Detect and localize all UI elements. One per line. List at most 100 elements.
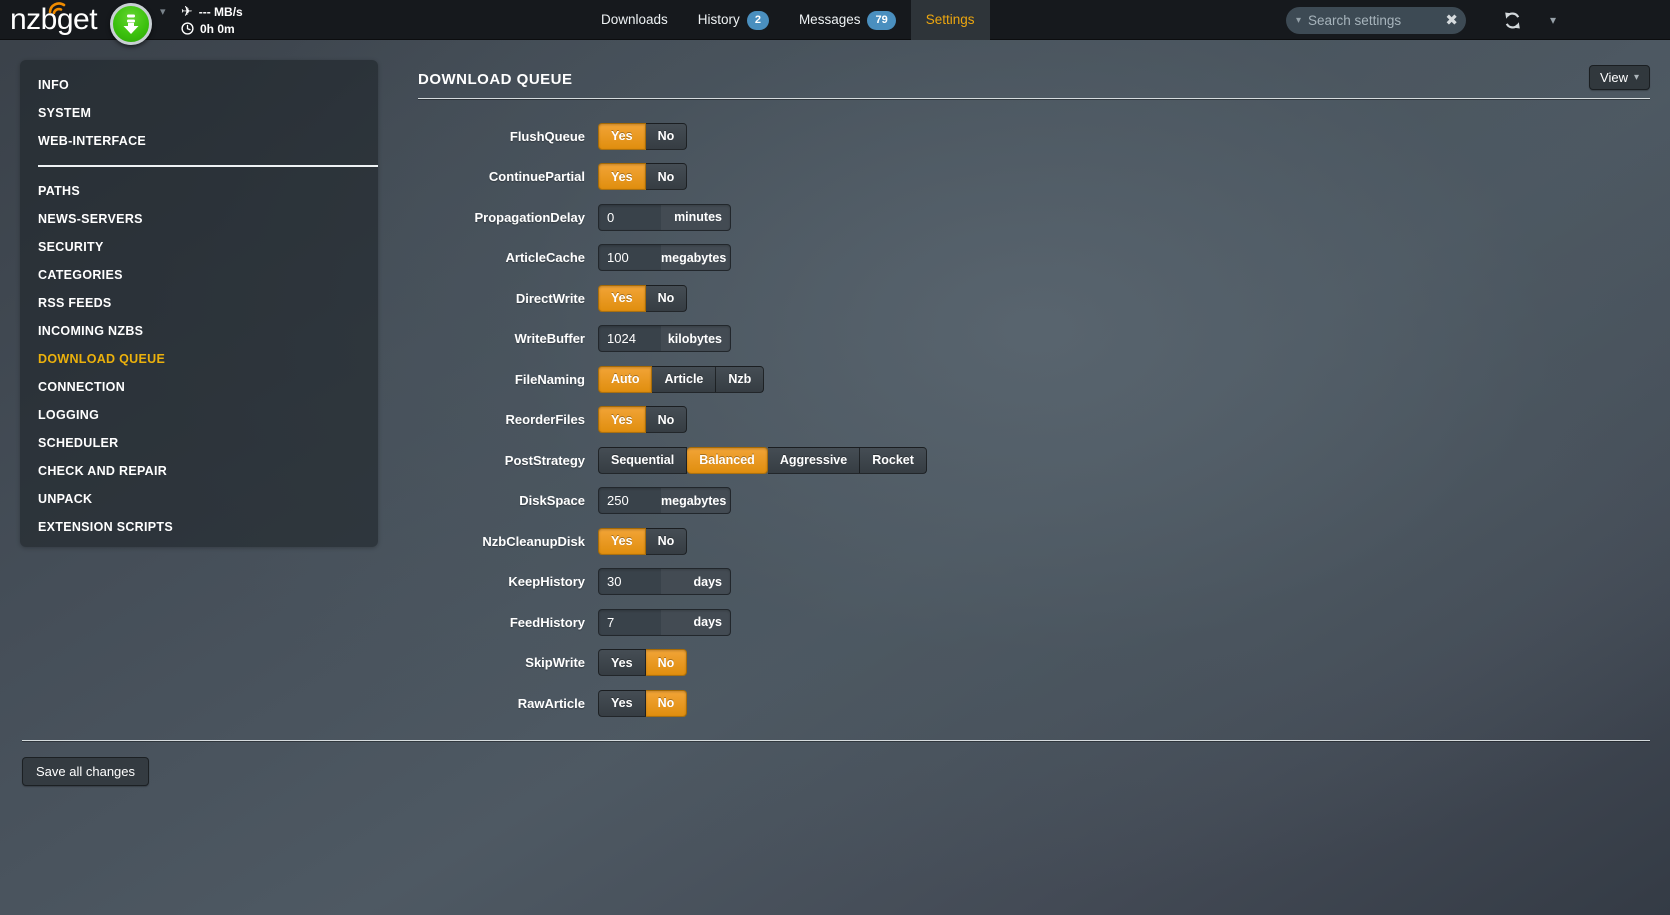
nav-dropdown-caret-icon[interactable]: ▾: [1549, 13, 1556, 27]
setting-label: RawArticle: [517, 695, 585, 711]
toggle-group: Yes No: [598, 527, 688, 555]
value-input-group: minutes: [598, 203, 731, 231]
sidebar-divider: [38, 165, 378, 167]
setting-row-reorderfiles: ReorderFiles Yes No: [418, 400, 1650, 441]
option-yes-button[interactable]: Yes: [598, 284, 646, 312]
download-play-button[interactable]: [110, 3, 152, 45]
tab-history[interactable]: History 2: [683, 0, 784, 40]
refresh-icon[interactable]: [1503, 11, 1522, 30]
settings-form: FlushQueue Yes No ContinuePartial Yes No…: [418, 116, 1650, 724]
option-aggressive-button[interactable]: Aggressive: [767, 446, 861, 474]
option-yes-button[interactable]: Yes: [598, 122, 646, 150]
option-no-button[interactable]: No: [645, 406, 688, 434]
option-no-button[interactable]: No: [645, 122, 688, 150]
search-scope-caret-icon[interactable]: ▾: [1296, 15, 1302, 26]
unit-label: kilobytes: [661, 326, 730, 352]
sidebar-item-news-servers[interactable]: NEWS-SERVERS: [38, 212, 143, 226]
unit-label: megabytes: [661, 245, 730, 271]
tab-messages[interactable]: Messages 79: [784, 0, 911, 40]
option-yes-button[interactable]: Yes: [598, 689, 646, 717]
setting-label: ArticleCache: [505, 250, 585, 266]
option-no-button[interactable]: No: [645, 649, 688, 677]
messages-count-badge: 79: [867, 10, 896, 30]
value-input[interactable]: [599, 326, 661, 352]
sidebar-item-info[interactable]: INFO: [38, 78, 70, 92]
airplane-icon: ✈: [181, 3, 193, 19]
setting-label: FeedHistory: [509, 614, 585, 630]
setting-row-propagationdelay: PropagationDelay minutes: [418, 197, 1650, 238]
setting-row-articlecache: ArticleCache megabytes: [418, 238, 1650, 279]
option-article-button[interactable]: Article: [652, 365, 717, 393]
sidebar-item-logging[interactable]: LOGGING: [38, 408, 100, 422]
option-yes-button[interactable]: Yes: [598, 406, 646, 434]
option-auto-button[interactable]: Auto: [598, 365, 653, 393]
option-no-button[interactable]: No: [645, 163, 688, 191]
sidebar-item-unpack[interactable]: UNPACK: [38, 492, 93, 506]
page-title: DOWNLOAD QUEUE: [418, 71, 573, 88]
tab-downloads[interactable]: Downloads: [601, 12, 668, 27]
value-input[interactable]: [599, 245, 661, 271]
app-logo: nzbget: [10, 3, 98, 36]
search-clear-icon[interactable]: ✖: [1445, 12, 1458, 29]
value-input-group: megabytes: [598, 244, 731, 272]
option-balanced-button[interactable]: Balanced: [687, 446, 768, 474]
sidebar-item-system[interactable]: SYSTEM: [38, 106, 92, 120]
toggle-group: Yes No: [598, 689, 688, 717]
value-input[interactable]: [599, 204, 661, 230]
setting-label: WriteBuffer: [514, 331, 585, 347]
sidebar-item-check-and-repair[interactable]: CHECK AND REPAIR: [38, 464, 168, 478]
status-indicators: ✈ --- MB/s 0h 0m: [181, 3, 243, 37]
header-divider: [418, 98, 1650, 99]
option-sequential-button[interactable]: Sequential: [598, 446, 688, 474]
sidebar-item-extension-scripts[interactable]: EXTENSION SCRIPTS: [38, 520, 173, 534]
tab-settings[interactable]: Settings: [910, 0, 990, 40]
signal-icon: [48, 2, 66, 14]
toggle-group: Yes No: [598, 122, 688, 150]
option-yes-button[interactable]: Yes: [598, 527, 646, 555]
setting-row-flushqueue: FlushQueue Yes No: [418, 116, 1650, 157]
setting-row-writebuffer: WriteBuffer kilobytes: [418, 319, 1650, 360]
setting-label: DiskSpace: [519, 493, 585, 509]
option-yes-button[interactable]: Yes: [598, 163, 646, 191]
setting-label: FlushQueue: [509, 128, 585, 144]
sidebar-item-scheduler[interactable]: SCHEDULER: [38, 436, 119, 450]
toggle-group: Sequential Balanced Aggressive Rocket: [598, 446, 927, 474]
option-no-button[interactable]: No: [645, 689, 688, 717]
setting-row-directwrite: DirectWrite Yes No: [418, 278, 1650, 319]
value-input-group: days: [598, 568, 731, 596]
sidebar-item-rss-feeds[interactable]: RSS FEEDS: [38, 296, 112, 310]
option-yes-button[interactable]: Yes: [598, 649, 646, 677]
sidebar-item-incoming-nzbs[interactable]: INCOMING NZBS: [38, 324, 144, 338]
sidebar-item-web-interface[interactable]: WEB-INTERFACE: [38, 134, 147, 148]
sidebar-item-categories[interactable]: CATEGORIES: [38, 268, 123, 282]
option-no-button[interactable]: No: [645, 527, 688, 555]
setting-row-diskspace: DiskSpace megabytes: [418, 481, 1650, 522]
option-nzb-button[interactable]: Nzb: [716, 365, 765, 393]
search-input[interactable]: [1308, 13, 1446, 28]
unit-label: days: [661, 609, 730, 635]
sidebar-item-connection[interactable]: CONNECTION: [38, 380, 126, 394]
top-navbar: nzbget ▾ ✈ --- MB/s 0h 0m Downloads: [0, 0, 1670, 45]
sidebar-item-download-queue[interactable]: DOWNLOAD QUEUE: [38, 352, 166, 366]
settings-content: DOWNLOAD QUEUE View ▾ FlushQueue Yes No …: [418, 60, 1650, 724]
sidebar-item-security[interactable]: SECURITY: [38, 240, 104, 254]
value-input[interactable]: [599, 609, 661, 635]
download-icon: [123, 14, 139, 34]
toggle-group: Yes No: [598, 163, 688, 191]
value-input[interactable]: [599, 569, 661, 595]
save-all-changes-button[interactable]: Save all changes: [22, 757, 150, 786]
value-input[interactable]: [599, 488, 661, 514]
toggle-group: Yes No: [598, 649, 688, 677]
sidebar-item-paths[interactable]: PATHS: [38, 184, 81, 198]
option-no-button[interactable]: No: [645, 284, 688, 312]
download-menu-caret-icon[interactable]: ▾: [160, 6, 166, 18]
value-input-group: days: [598, 608, 731, 636]
toggle-group: Auto Article Nzb: [598, 365, 765, 393]
setting-label: DirectWrite: [515, 290, 585, 306]
view-button[interactable]: View ▾: [1589, 65, 1650, 90]
setting-row-skipwrite: SkipWrite Yes No: [418, 643, 1650, 684]
setting-row-continuepartial: ContinuePartial Yes No: [418, 157, 1650, 198]
option-rocket-button[interactable]: Rocket: [860, 446, 927, 474]
footer-divider: [22, 740, 1650, 741]
setting-row-feedhistory: FeedHistory days: [418, 602, 1650, 643]
